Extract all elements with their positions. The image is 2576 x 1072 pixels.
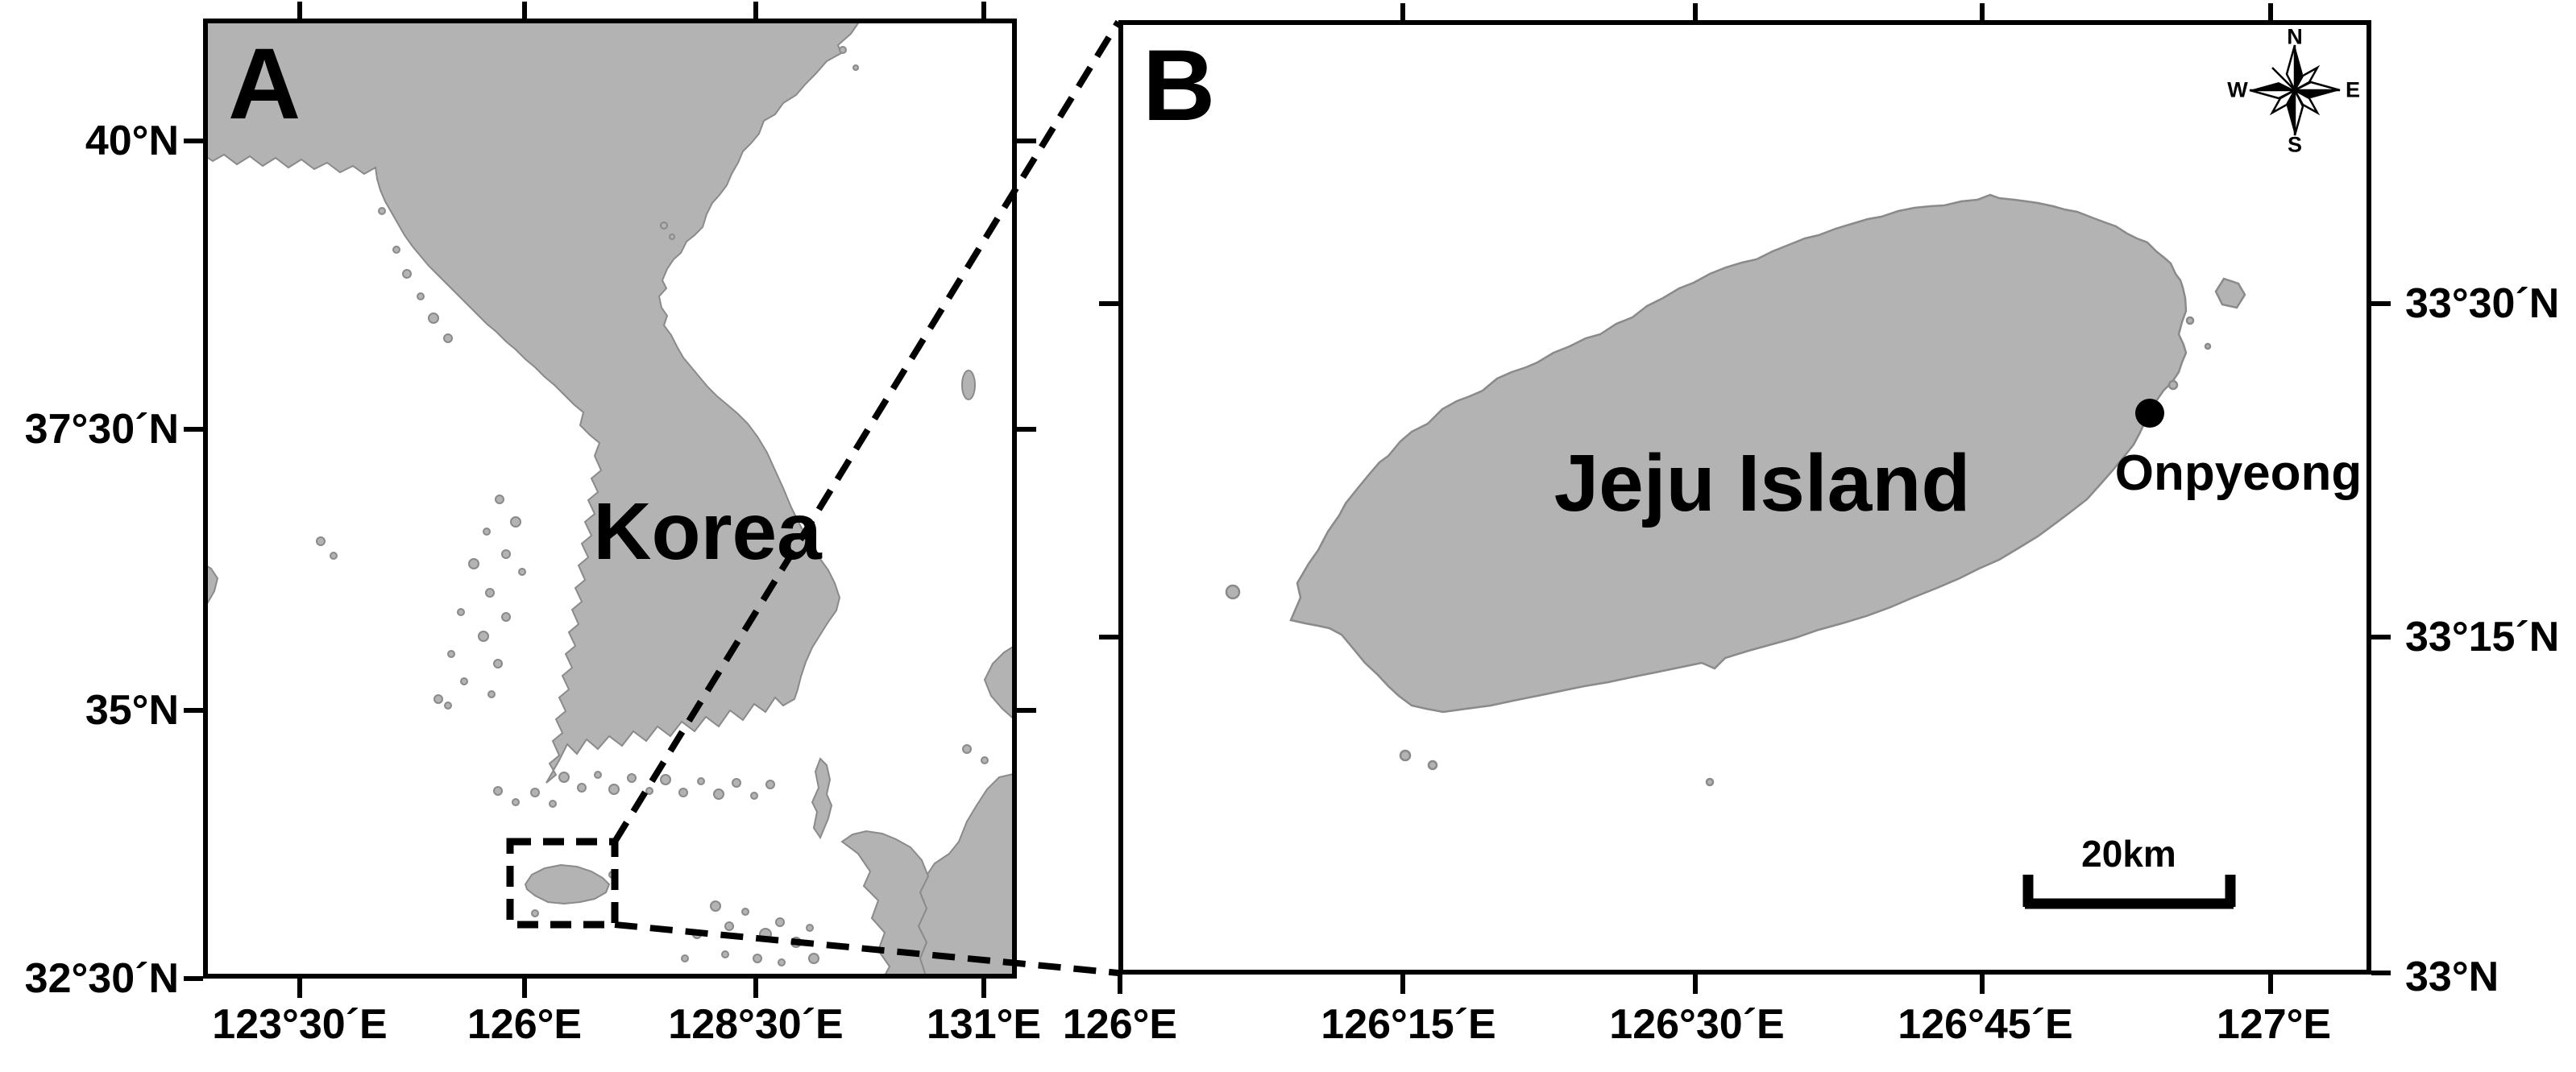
tsushima-shape — [811, 757, 833, 840]
panel-a-landmasses — [203, 19, 1017, 979]
scale-bar — [2022, 875, 2236, 909]
panel-b-ticks — [1099, 3, 2391, 994]
korea-mainland-shape — [203, 19, 863, 784]
korea-label: Korea — [593, 486, 822, 577]
site-marker-dot — [2135, 399, 2164, 428]
compass-west-label: W — [2227, 77, 2248, 102]
panel-b-lon-label-127e: 127°E — [2216, 1001, 2332, 1048]
inset-connector-top — [612, 19, 1122, 844]
panel-a-letter: A — [228, 28, 301, 140]
panel-a-lon-label-12330e: 123°30´E — [212, 1001, 388, 1048]
panel-a-lon-label-126e: 126°E — [467, 1001, 583, 1048]
panel-a-lon-label-131e: 131°E — [926, 1001, 1042, 1048]
panel-a-lon-label-12830e: 128°30´E — [668, 1001, 844, 1048]
udo-islet-shape — [2214, 277, 2246, 309]
panel-a-lat-label-3230n: 32°30´N — [24, 955, 179, 1002]
scale-bar-label: 20km — [2081, 833, 2176, 875]
panel-a-ticks — [184, 2, 1036, 998]
jeju-mini-shape — [524, 863, 611, 905]
compass-north-label: N — [2287, 24, 2303, 49]
inset-connector-bottom — [614, 921, 1119, 976]
panel-a-lat-label-35n: 35°N — [85, 687, 179, 734]
panel-b-border — [1118, 20, 2371, 975]
compass-rose — [2249, 44, 2341, 136]
panel-a-lat-label-40n: 40°N — [85, 118, 179, 164]
panel-b-lon-label-12615e: 126°15´E — [1321, 1001, 1496, 1048]
panel-b-lon-label-126e: 126°E — [1062, 1001, 1178, 1048]
jeju-island-shape — [1289, 193, 2188, 714]
amakusa-shape — [840, 830, 930, 979]
panel-b-lon-label-12630e: 126°30´E — [1609, 1001, 1785, 1048]
panel-a-border — [203, 19, 1017, 979]
compass-east-label: E — [2345, 77, 2361, 102]
panel-b-lon-label-12645e: 126°45´E — [1898, 1001, 2073, 1048]
chagwido-islet — [1225, 584, 1241, 600]
jeju-island-label: Jeju Island — [1553, 438, 1971, 528]
panel-a-lat-label-3730n: 37°30´N — [24, 406, 179, 453]
panel-b-lat-label-33n: 33°N — [2405, 954, 2499, 1000]
panel-b-lat-label-3330n: 33°30´N — [2405, 280, 2560, 327]
onpyeong-label: Onpyeong — [2114, 445, 2362, 501]
panel-b-letter: B — [1143, 30, 1216, 142]
panel-b-landmasses — [1225, 193, 2246, 787]
inset-box — [506, 838, 619, 929]
compass-south-label: S — [2287, 132, 2303, 157]
ulleungdo-islet — [961, 370, 976, 400]
panel-b-lat-label-3315n: 33°15´N — [2405, 614, 2560, 660]
